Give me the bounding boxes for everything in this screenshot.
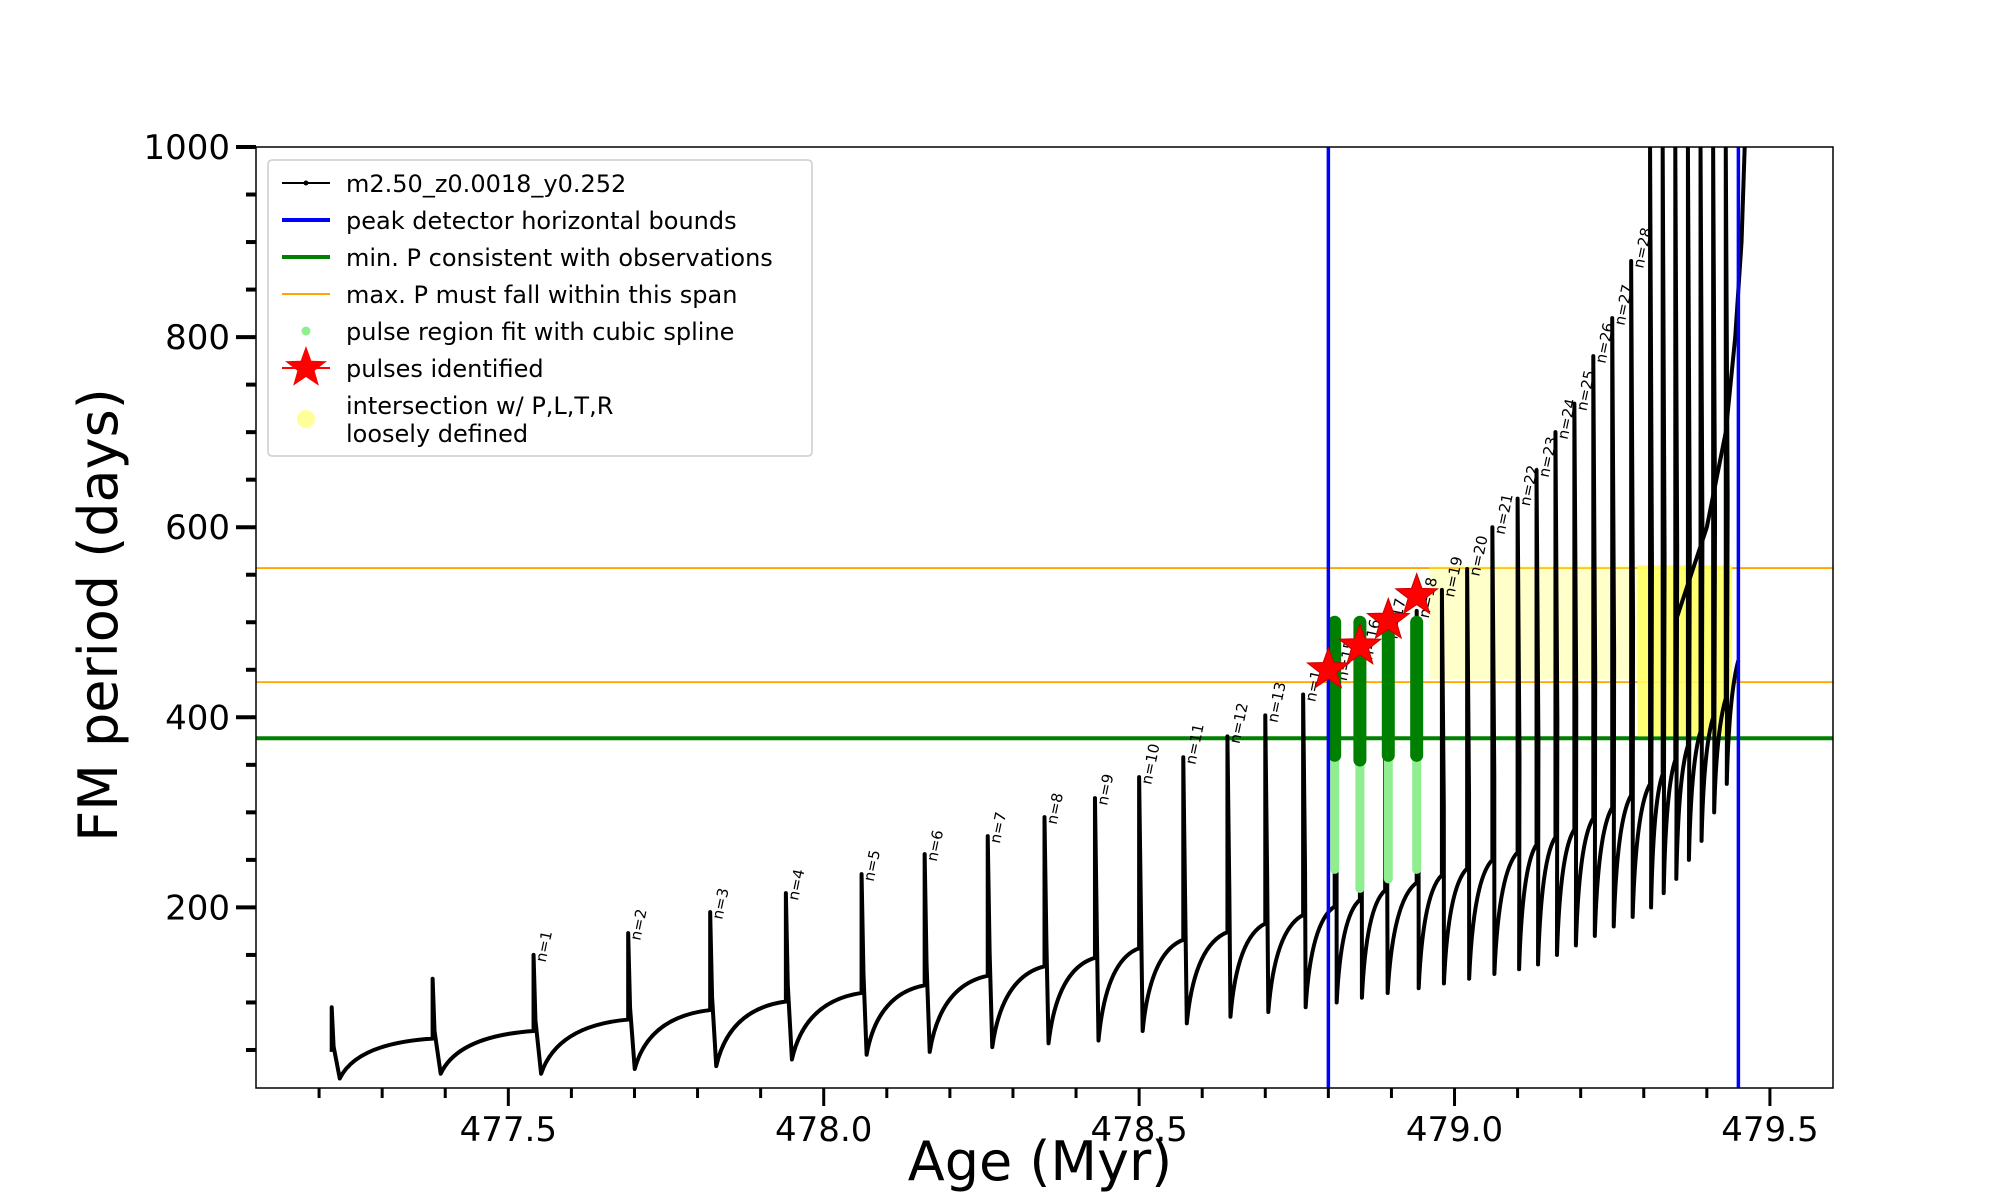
pulse-number-label: n=1 <box>532 929 556 964</box>
legend-handle-marker <box>303 180 309 186</box>
y-tick-label: 800 <box>165 318 230 358</box>
legend-label-line2: loosely defined <box>346 420 528 448</box>
pulse-number-label: n=5 <box>860 848 884 883</box>
y-tick-label: 200 <box>165 888 230 928</box>
pulse-number-label: n=4 <box>784 867 808 902</box>
pulse-number-label: n=3 <box>708 886 732 921</box>
x-tick-label: 479.0 <box>1406 1110 1503 1150</box>
pulse-number-label: n=10 <box>1137 742 1163 786</box>
track-line <box>329 147 1741 1081</box>
legend-handle-star <box>285 346 327 386</box>
pulse-number-label: n=2 <box>626 907 650 942</box>
legend-label: pulse region fit with cubic spline <box>346 318 734 346</box>
pulse-identified-star <box>1305 646 1351 689</box>
track-final-rise <box>1673 147 1747 623</box>
pulse-number-label: n=21 <box>1491 492 1517 536</box>
plot-frame <box>255 146 1834 1089</box>
legend-label: m2.50_z0.0018_y0.252 <box>346 170 626 198</box>
x-tick-label: 479.5 <box>1721 1110 1818 1150</box>
x-tick-label: 477.5 <box>460 1110 557 1150</box>
legend-handle-big-dot <box>297 410 315 428</box>
pulse-number-label: n=9 <box>1093 772 1117 807</box>
legend-label: pulses identified <box>346 355 544 383</box>
pulse-number-label: n=13 <box>1264 680 1290 724</box>
y-tick-label: 400 <box>165 698 230 738</box>
legend-label: max. P must fall within this span <box>346 281 737 309</box>
pulse-identified-star <box>1394 572 1440 615</box>
y-tick-label: 1000 <box>143 128 230 168</box>
x-tick-label: 478.5 <box>1090 1110 1187 1150</box>
pulse-number-label: n=11 <box>1182 722 1208 766</box>
pulse-number-label: n=6 <box>923 828 947 863</box>
legend-label: peak detector horizontal bounds <box>346 207 737 235</box>
x-tick-label: 478.0 <box>775 1110 872 1150</box>
legend-label: intersection w/ P,L,T,R <box>346 392 613 420</box>
pulse-number-label: n=8 <box>1043 791 1067 826</box>
legend-handle-dot <box>301 326 311 336</box>
x-axis-title: Age (Myr) <box>908 1130 1173 1193</box>
y-axis-title: FM period (days) <box>67 388 130 842</box>
legend-label: min. P consistent with observations <box>346 244 773 272</box>
legend-box <box>267 159 813 457</box>
axes: 477.5 478.0 478.5 479.0 479.5 200 400 600 800 100… <box>143 128 1834 1150</box>
y-tick-label: 600 <box>165 508 230 548</box>
pulse-identified-star <box>1337 622 1383 665</box>
pulse-number-label: n=7 <box>986 810 1010 845</box>
